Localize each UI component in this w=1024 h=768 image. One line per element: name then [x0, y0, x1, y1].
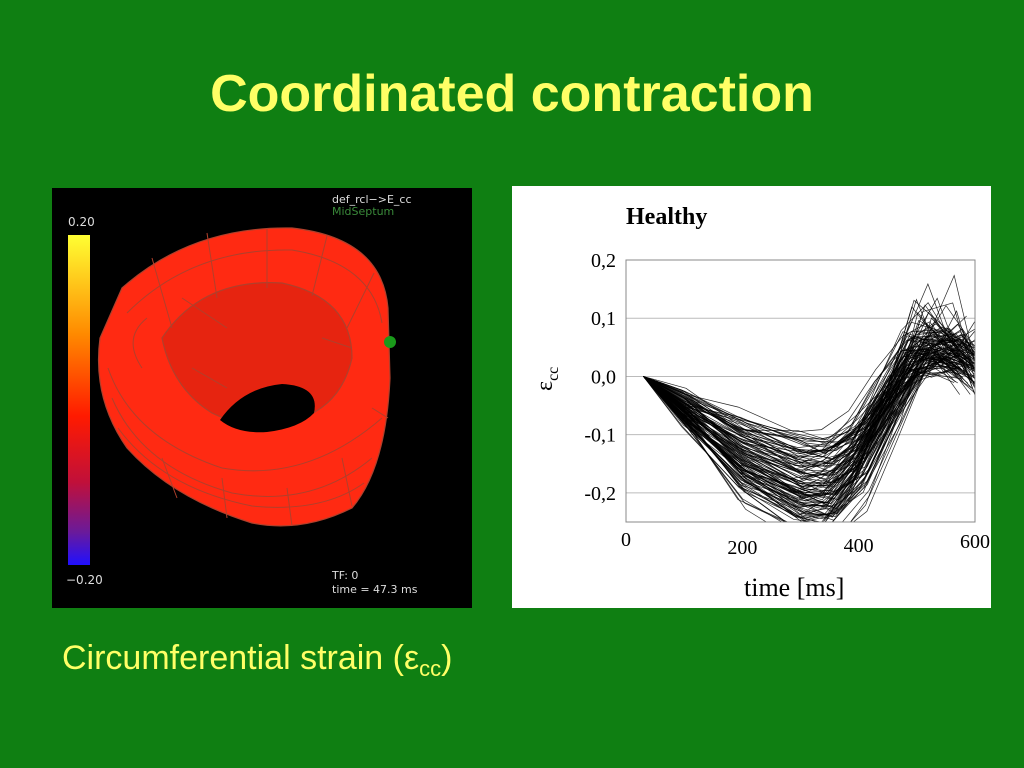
y-axis-label: εcc: [532, 367, 562, 391]
series-line: [643, 321, 958, 433]
visualization-canvas: 0.20 −0.20 def_rcl−>E_cc MidSeptum: [66, 193, 418, 596]
y-tick-label: 0,2: [591, 250, 616, 272]
y-tick-label: 0,1: [591, 308, 616, 330]
strain-chart: Healthy εcc time [ms] 0,2 0,1 0,0 -0,1 -0,2 0…: [512, 186, 991, 608]
plot-frame: [625, 259, 976, 523]
series-line: [643, 350, 975, 507]
scale-max-label: 0.20: [68, 215, 95, 229]
series-line: [643, 321, 965, 518]
chart-ticks: 0,2 0,1 0,0 -0,1 -0,2 0 200 400 600: [584, 250, 990, 559]
chart-axes: [625, 259, 976, 523]
series-line: [643, 368, 961, 464]
caption-subscript: cc: [419, 656, 442, 681]
series-line: [643, 355, 975, 522]
svg-text:εcc: εcc: [532, 367, 562, 391]
series-line: [643, 334, 975, 504]
chart-canvas: Healthy εcc time [ms] 0,20,10,0-0,1-0,20…: [532, 204, 990, 602]
x-tick-label: 200: [727, 537, 757, 559]
y-tick-label: -0,2: [584, 483, 616, 505]
region-label: MidSeptum: [332, 205, 394, 218]
series-line: [643, 361, 975, 495]
ventricle-mesh: [97, 227, 396, 527]
color-scale-bar: [68, 235, 90, 565]
series-line: [643, 283, 956, 440]
caption-text: Circumferential strain (ε: [62, 639, 420, 677]
variable-label: def_rcl−>E_cc: [332, 193, 412, 206]
series-line: [643, 321, 968, 457]
x-tick-label: 600: [960, 531, 990, 553]
series-line: [643, 312, 975, 453]
series-line: [643, 340, 963, 520]
series-line: [643, 311, 975, 522]
y-tick-label: -0,1: [584, 425, 616, 447]
series-line: [643, 304, 975, 453]
y-tick-label: 0,0: [591, 366, 616, 388]
series-line: [643, 323, 965, 493]
series-line: [643, 321, 975, 519]
series-line: [643, 338, 974, 454]
chart-series-group: [643, 274, 975, 522]
slide-caption: Circumferential strain (εcc): [62, 636, 452, 691]
chart-title: Healthy: [626, 204, 707, 230]
frame-label: TF: 0: [331, 569, 358, 582]
series-line: [643, 361, 975, 522]
x-axis-label: time [ms]: [744, 573, 844, 602]
x-tick-label: 400: [844, 535, 874, 557]
strain-visualization: 0.20 −0.20 def_rcl−>E_cc MidSeptum: [52, 188, 472, 608]
caption-suffix: ): [441, 639, 453, 677]
x-tick-label: 0: [621, 529, 631, 551]
series-line: [643, 339, 975, 521]
series-line: [643, 302, 956, 493]
series-line: [643, 343, 957, 509]
region-marker: [384, 336, 396, 348]
slide-title: Coordinated contraction: [210, 65, 814, 123]
scale-min-label: −0.20: [66, 573, 103, 587]
time-label: time = 47.3 ms: [332, 583, 418, 596]
